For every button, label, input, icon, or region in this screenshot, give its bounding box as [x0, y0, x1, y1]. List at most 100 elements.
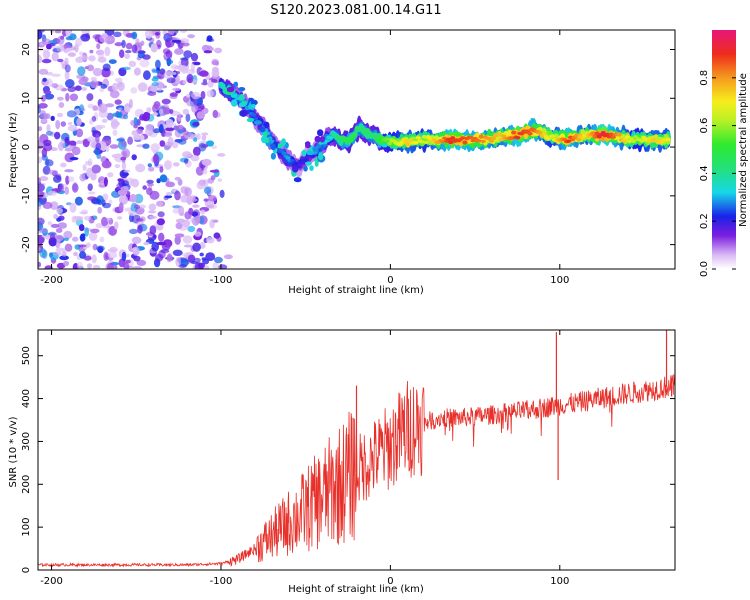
noise-blob	[95, 49, 105, 56]
noise-blob	[163, 32, 173, 42]
noise-blob	[190, 63, 195, 72]
snr-ticks: -200 -100 0 100 0 100 200 300 400 500	[21, 330, 675, 587]
signal-blob	[263, 121, 270, 128]
noise-blob	[56, 238, 61, 247]
noise-blob	[155, 59, 161, 70]
noise-blob	[139, 204, 146, 209]
noise-blob	[131, 130, 138, 136]
noise-blob	[165, 127, 175, 132]
noise-blob	[177, 111, 182, 122]
noise-blob	[117, 81, 125, 92]
noise-blob	[211, 79, 218, 83]
noise-blob	[102, 63, 111, 72]
noise-blob	[133, 117, 138, 126]
noise-blob	[175, 218, 186, 223]
spectrogram-ylabel: Frequency (Hz)	[8, 112, 19, 188]
noise-blob	[191, 261, 199, 265]
noise-blob	[107, 262, 114, 269]
colorbar-tick-label: 0.8	[699, 70, 710, 86]
noise-blob	[90, 228, 100, 234]
noise-blob	[181, 151, 192, 158]
noise-blob	[62, 250, 67, 257]
noise-blob	[128, 210, 137, 216]
noise-blob	[172, 249, 183, 256]
noise-blob	[210, 175, 216, 181]
noise-blob	[199, 216, 205, 224]
signal-blob	[490, 136, 496, 141]
signal-blob	[574, 133, 580, 138]
noise-blob	[59, 255, 69, 261]
signal-blob	[423, 141, 429, 144]
noise-blob	[114, 42, 123, 47]
snr-panel: -200 -100 0 100 0 100 200 300 400 500 Height of s…	[8, 329, 676, 595]
signal-blob	[578, 133, 584, 138]
noise-blob	[192, 146, 201, 157]
noise-blob	[64, 147, 73, 152]
noise-blob	[123, 169, 131, 173]
snr-frame	[37, 329, 676, 571]
noise-blob	[102, 193, 109, 201]
noise-blob	[166, 255, 174, 261]
noise-blob	[178, 264, 187, 269]
signal-blob	[606, 135, 612, 139]
noise-blob	[74, 196, 83, 206]
signal-blob	[515, 136, 521, 140]
signal-blob	[462, 140, 468, 145]
noise-blob	[156, 241, 167, 246]
noise-blob	[98, 103, 108, 113]
signal-blob	[366, 130, 372, 135]
noise-blob	[198, 105, 205, 110]
noise-blob	[100, 83, 108, 89]
noise-blob	[67, 52, 76, 57]
noise-blob	[129, 228, 138, 235]
noise-blob	[166, 77, 176, 84]
noise-blob	[119, 49, 125, 58]
noise-blob	[200, 144, 209, 148]
noise-blob	[185, 94, 191, 98]
signal-blob	[230, 99, 238, 107]
noise-blob	[147, 183, 154, 187]
noise-blob	[139, 115, 147, 121]
noise-blob	[194, 231, 202, 237]
noise-blob	[146, 179, 154, 184]
noise-blob	[60, 162, 67, 168]
noise-blob	[131, 31, 138, 40]
noise-blob	[196, 181, 205, 190]
noise-blob	[56, 208, 64, 214]
noise-blob	[190, 195, 197, 199]
colorbar: 0.0 0.2 0.4 0.6 0.8 Normalized spectral ampl…	[699, 30, 749, 277]
noise-blob	[96, 124, 106, 129]
noise-blob	[206, 35, 213, 42]
y-tick-label: -10	[21, 188, 32, 204]
noise-blob	[165, 181, 175, 188]
noise-blob	[150, 143, 160, 153]
signal-blob	[639, 138, 645, 143]
noise-blob	[185, 113, 191, 122]
noise-blob	[38, 177, 41, 184]
noise-blob	[182, 108, 190, 115]
noise-blob	[41, 38, 51, 46]
noise-blob	[110, 118, 118, 123]
noise-blob	[144, 30, 153, 39]
y-tick-label: 400	[21, 389, 32, 408]
noise-blob	[89, 79, 99, 89]
noise-blob	[55, 247, 66, 252]
signal-blob	[413, 140, 419, 145]
noise-blob	[182, 235, 193, 244]
noise-blob	[84, 255, 92, 261]
noise-blob	[201, 82, 208, 86]
noise-blob	[121, 39, 126, 49]
noise-blob	[216, 235, 222, 242]
noise-blob	[121, 66, 131, 71]
x-tick-label: -200	[40, 576, 63, 587]
noise-blob	[174, 235, 181, 245]
noise-blob	[143, 70, 151, 81]
noise-blob	[136, 218, 144, 222]
noise-blob	[71, 183, 79, 193]
noise-blob	[131, 154, 137, 161]
noise-blob	[51, 73, 61, 77]
signal-blob	[318, 153, 324, 161]
noise-blob	[89, 49, 94, 54]
noise-blob	[131, 178, 139, 188]
noise-blob	[133, 255, 141, 262]
